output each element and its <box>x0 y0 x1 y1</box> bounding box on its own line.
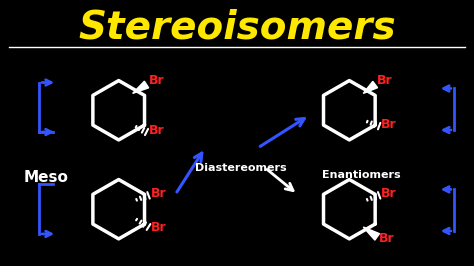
Text: Br: Br <box>377 74 393 87</box>
Text: Diastereomers: Diastereomers <box>195 163 287 173</box>
Text: Stereoisomers: Stereoisomers <box>78 8 396 46</box>
Polygon shape <box>363 227 380 240</box>
Text: Br: Br <box>148 123 164 136</box>
Text: Br: Br <box>151 221 166 234</box>
Text: Br: Br <box>148 74 164 87</box>
Text: Br: Br <box>379 232 395 245</box>
Text: Meso: Meso <box>23 170 68 185</box>
Text: Br: Br <box>381 118 397 131</box>
Polygon shape <box>363 81 378 93</box>
Polygon shape <box>133 81 149 93</box>
Text: Br: Br <box>151 187 166 200</box>
Text: Br: Br <box>381 187 397 200</box>
Text: Enantiomers: Enantiomers <box>321 169 400 180</box>
